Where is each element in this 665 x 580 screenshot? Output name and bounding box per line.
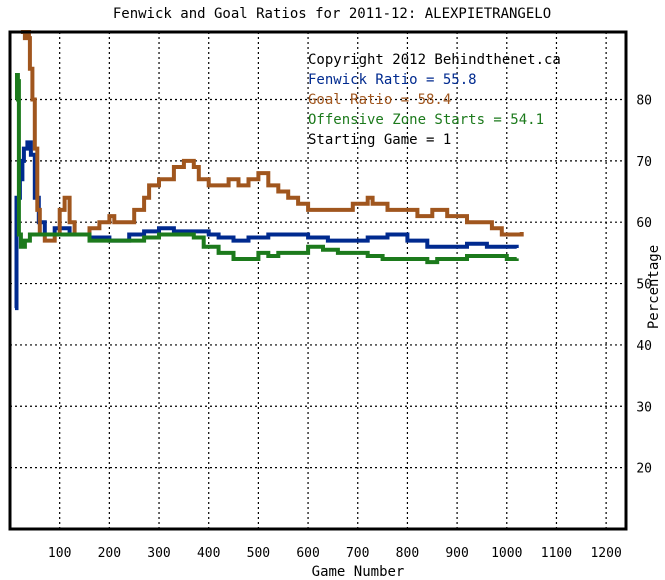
x-tick-label: 1100 — [541, 546, 572, 561]
x-tick-label: 800 — [396, 546, 419, 561]
legend-annotation: Goal Ratio = 58.4 — [308, 92, 451, 108]
legend-annotation: Copyright 2012 Behindthenet.ca — [308, 52, 561, 68]
series-lines — [14, 30, 524, 311]
y-tick-labels: 20 30 40 50 60 70 80 — [636, 93, 652, 476]
x-tick-label: 300 — [147, 546, 170, 561]
y-tick-label: 40 — [636, 339, 652, 354]
chart-title: Fenwick and Goal Ratios for 2011-12: ALE… — [113, 6, 551, 22]
plot-area-frame — [8, 30, 628, 531]
y-tick-label: 60 — [636, 216, 652, 231]
y-tick-label: 50 — [636, 278, 652, 293]
legend-annotations: Copyright 2012 Behindthenet.ca Fenwick Ra… — [308, 52, 561, 148]
legend-annotation: Offensive Zone Starts = 54.1 — [308, 112, 544, 128]
x-tick-label: 100 — [48, 546, 71, 561]
x-tick-label: 1200 — [590, 546, 621, 561]
y-axis-label: Percentage — [646, 245, 662, 329]
x-tick-label: 200 — [98, 546, 121, 561]
x-tick-label: 500 — [247, 546, 270, 561]
x-tick-labels: 100 200 300 400 500 600 700 800 900 1000 1100 1200 — [48, 546, 622, 561]
x-tick-label: 1000 — [491, 546, 522, 561]
y-tick-label: 30 — [636, 400, 652, 415]
x-tick-label: 700 — [346, 546, 369, 561]
legend-annotation: Starting Game = 1 — [308, 132, 451, 148]
series-line-offensive-zone-starts — [15, 73, 519, 265]
x-tick-label: 600 — [296, 546, 319, 561]
legend-annotation: Fenwick Ratio = 55.8 — [308, 72, 477, 88]
y-tick-label: 80 — [636, 93, 652, 108]
y-tick-label: 20 — [636, 462, 652, 477]
x-tick-label: 900 — [445, 546, 468, 561]
x-axis-label: Game Number — [312, 564, 405, 580]
x-tick-label: 400 — [197, 546, 220, 561]
series-line-fenwick-ratio — [14, 140, 519, 311]
y-tick-label: 70 — [636, 155, 652, 170]
